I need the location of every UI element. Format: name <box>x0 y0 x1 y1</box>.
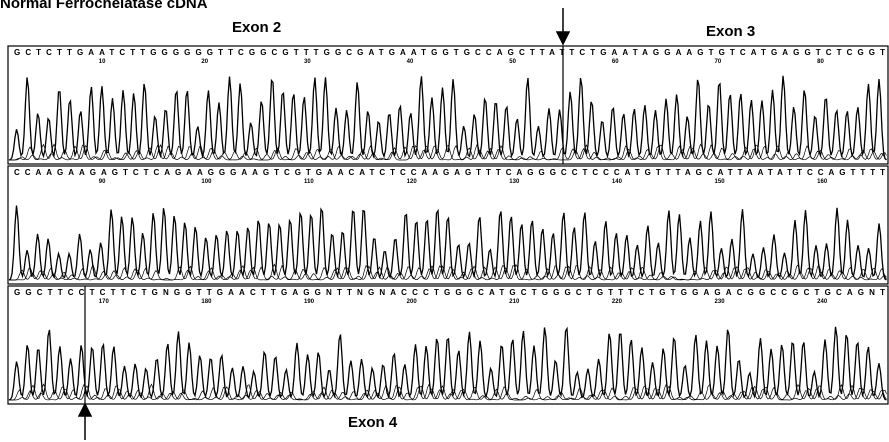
position-number: 100 <box>201 179 212 185</box>
position-number: 120 <box>407 179 418 185</box>
trace <box>9 206 887 280</box>
position-number: 20 <box>201 59 208 65</box>
position-number: 150 <box>715 179 726 185</box>
position-number: 230 <box>715 299 726 305</box>
trace <box>9 327 887 400</box>
exon-label: Exon 2 <box>232 19 281 36</box>
position-number: 80 <box>817 59 824 65</box>
position-number: 210 <box>509 299 520 305</box>
exon-label: Exon 3 <box>706 23 755 40</box>
position-number: 180 <box>201 299 212 305</box>
figure: Normal Ferrochelatase cDNA Exon 2 Exon 3… <box>0 0 889 442</box>
position-number: 140 <box>612 179 623 185</box>
position-number: 160 <box>817 179 828 185</box>
position-number: 50 <box>509 59 516 65</box>
position-number: 170 <box>99 299 110 305</box>
position-number: 130 <box>509 179 520 185</box>
position-number: 30 <box>304 59 311 65</box>
position-number: 60 <box>612 59 619 65</box>
position-number: 110 <box>304 179 314 185</box>
position-number: 200 <box>407 299 418 305</box>
sequence: GCTCTTGAATCTTGGGGGGTTCGGCGTTTGGCGATGAATG… <box>14 48 885 57</box>
position-number: 220 <box>612 299 623 305</box>
trace <box>9 76 887 160</box>
position-number: 90 <box>99 179 106 185</box>
sequence: GGCTTCCTCTTCTGNGGTTGAACTTGAGGNTTNGNACCCT… <box>14 288 885 297</box>
position-number: 190 <box>304 299 315 305</box>
position-number: 10 <box>99 59 106 65</box>
position-number: 70 <box>715 59 722 65</box>
position-number: 240 <box>817 299 828 305</box>
sequence: CCAAGAAGAGTCTCAGAAGGGAAGTCGTGAACATCTCCAA… <box>14 168 885 177</box>
position-number: 40 <box>407 59 414 65</box>
figure-title: Normal Ferrochelatase cDNA <box>0 0 208 12</box>
exon-label: Exon 4 <box>348 414 398 431</box>
